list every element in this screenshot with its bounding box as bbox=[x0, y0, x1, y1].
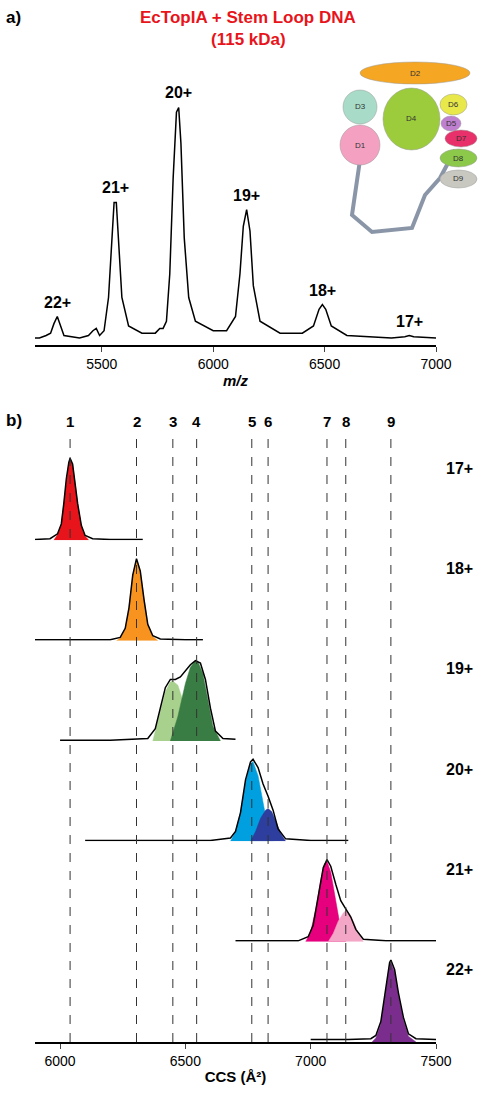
svg-text:6: 6 bbox=[264, 413, 272, 430]
svg-text:9: 9 bbox=[387, 413, 395, 430]
svg-text:6500: 6500 bbox=[309, 356, 340, 372]
svg-text:D3: D3 bbox=[355, 102, 366, 111]
svg-text:D5: D5 bbox=[446, 119, 457, 128]
svg-text:22+: 22+ bbox=[446, 961, 473, 978]
svg-text:3: 3 bbox=[169, 413, 177, 430]
svg-text:19+: 19+ bbox=[446, 660, 473, 677]
svg-text:7: 7 bbox=[323, 413, 331, 430]
svg-text:1: 1 bbox=[66, 413, 74, 430]
svg-text:D2: D2 bbox=[410, 69, 421, 78]
svg-text:17+: 17+ bbox=[396, 313, 423, 330]
svg-text:EcTopIA + Stem Loop DNA: EcTopIA + Stem Loop DNA bbox=[140, 8, 356, 27]
svg-text:CCS (Å²): CCS (Å²) bbox=[205, 1068, 267, 1085]
svg-text:4: 4 bbox=[192, 413, 201, 430]
svg-text:D8: D8 bbox=[453, 154, 464, 163]
svg-text:7500: 7500 bbox=[420, 1053, 451, 1069]
svg-text:7000: 7000 bbox=[295, 1053, 326, 1069]
svg-text:21+: 21+ bbox=[446, 861, 473, 878]
svg-text:18+: 18+ bbox=[446, 560, 473, 577]
svg-text:22+: 22+ bbox=[44, 294, 71, 311]
svg-text:D1: D1 bbox=[355, 141, 366, 150]
svg-text:17+: 17+ bbox=[446, 460, 473, 477]
svg-text:5500: 5500 bbox=[86, 356, 117, 372]
svg-text:m/z: m/z bbox=[223, 372, 249, 389]
svg-text:20+: 20+ bbox=[446, 761, 473, 778]
svg-text:19+: 19+ bbox=[233, 187, 260, 204]
svg-text:D4: D4 bbox=[406, 114, 417, 123]
svg-text:D9: D9 bbox=[453, 174, 464, 183]
svg-text:D6: D6 bbox=[448, 100, 459, 109]
svg-text:7000: 7000 bbox=[420, 356, 451, 372]
svg-text:18+: 18+ bbox=[309, 282, 336, 299]
svg-text:20+: 20+ bbox=[165, 84, 192, 101]
svg-text:21+: 21+ bbox=[102, 179, 129, 196]
svg-text:6500: 6500 bbox=[170, 1053, 201, 1069]
svg-text:8: 8 bbox=[342, 413, 350, 430]
svg-text:5: 5 bbox=[248, 413, 256, 430]
svg-text:D7: D7 bbox=[456, 134, 467, 143]
svg-text:6000: 6000 bbox=[198, 356, 229, 372]
svg-text:(115 kDa): (115 kDa) bbox=[211, 30, 286, 49]
svg-text:a): a) bbox=[6, 8, 21, 27]
svg-text:6000: 6000 bbox=[44, 1053, 75, 1069]
svg-text:2: 2 bbox=[133, 413, 141, 430]
svg-text:b): b) bbox=[6, 411, 22, 430]
